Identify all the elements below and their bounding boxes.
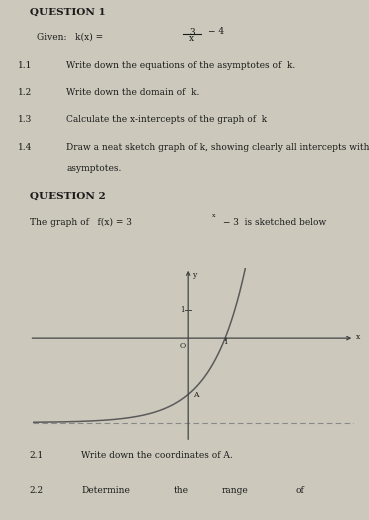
- Text: asymptotes.: asymptotes.: [66, 164, 122, 173]
- Text: 3: 3: [189, 29, 195, 37]
- Text: Write down the equations of the asymptotes of  k.: Write down the equations of the asymptot…: [66, 61, 296, 70]
- Text: Write down the coordinates of A.: Write down the coordinates of A.: [81, 451, 233, 461]
- Text: QUESTION 1: QUESTION 1: [30, 8, 105, 17]
- Text: x: x: [212, 213, 215, 218]
- Text: Write down the domain of  k.: Write down the domain of k.: [66, 88, 200, 97]
- Text: of: of: [295, 486, 304, 495]
- Text: 1.4: 1.4: [18, 144, 33, 152]
- Text: 1: 1: [223, 339, 227, 346]
- Text: y: y: [192, 270, 196, 279]
- Text: Calculate the x-intercepts of the graph of  k: Calculate the x-intercepts of the graph …: [66, 115, 268, 124]
- Text: Given:   k(x) =: Given: k(x) =: [37, 32, 103, 42]
- Text: 1.1: 1.1: [18, 61, 33, 70]
- Text: A: A: [193, 391, 198, 399]
- Text: x: x: [189, 34, 194, 43]
- Text: 1.3: 1.3: [18, 115, 33, 124]
- Text: Draw a neat sketch graph of k, showing clearly all intercepts with the axes and: Draw a neat sketch graph of k, showing c…: [66, 144, 369, 152]
- Text: The graph of   f(x) = 3: The graph of f(x) = 3: [30, 218, 131, 227]
- Text: the: the: [173, 486, 189, 495]
- Text: 1: 1: [180, 306, 184, 314]
- Text: O: O: [180, 342, 186, 349]
- Text: Determine: Determine: [81, 486, 130, 495]
- Text: range: range: [221, 486, 248, 495]
- Text: QUESTION 2: QUESTION 2: [30, 192, 105, 201]
- Text: 2.1: 2.1: [30, 451, 44, 461]
- Text: 2.2: 2.2: [30, 486, 44, 495]
- Text: 1.2: 1.2: [18, 88, 33, 97]
- Text: x: x: [356, 333, 361, 341]
- Text: − 3  is sketched below: − 3 is sketched below: [220, 218, 326, 227]
- Text: − 4: − 4: [208, 28, 225, 36]
